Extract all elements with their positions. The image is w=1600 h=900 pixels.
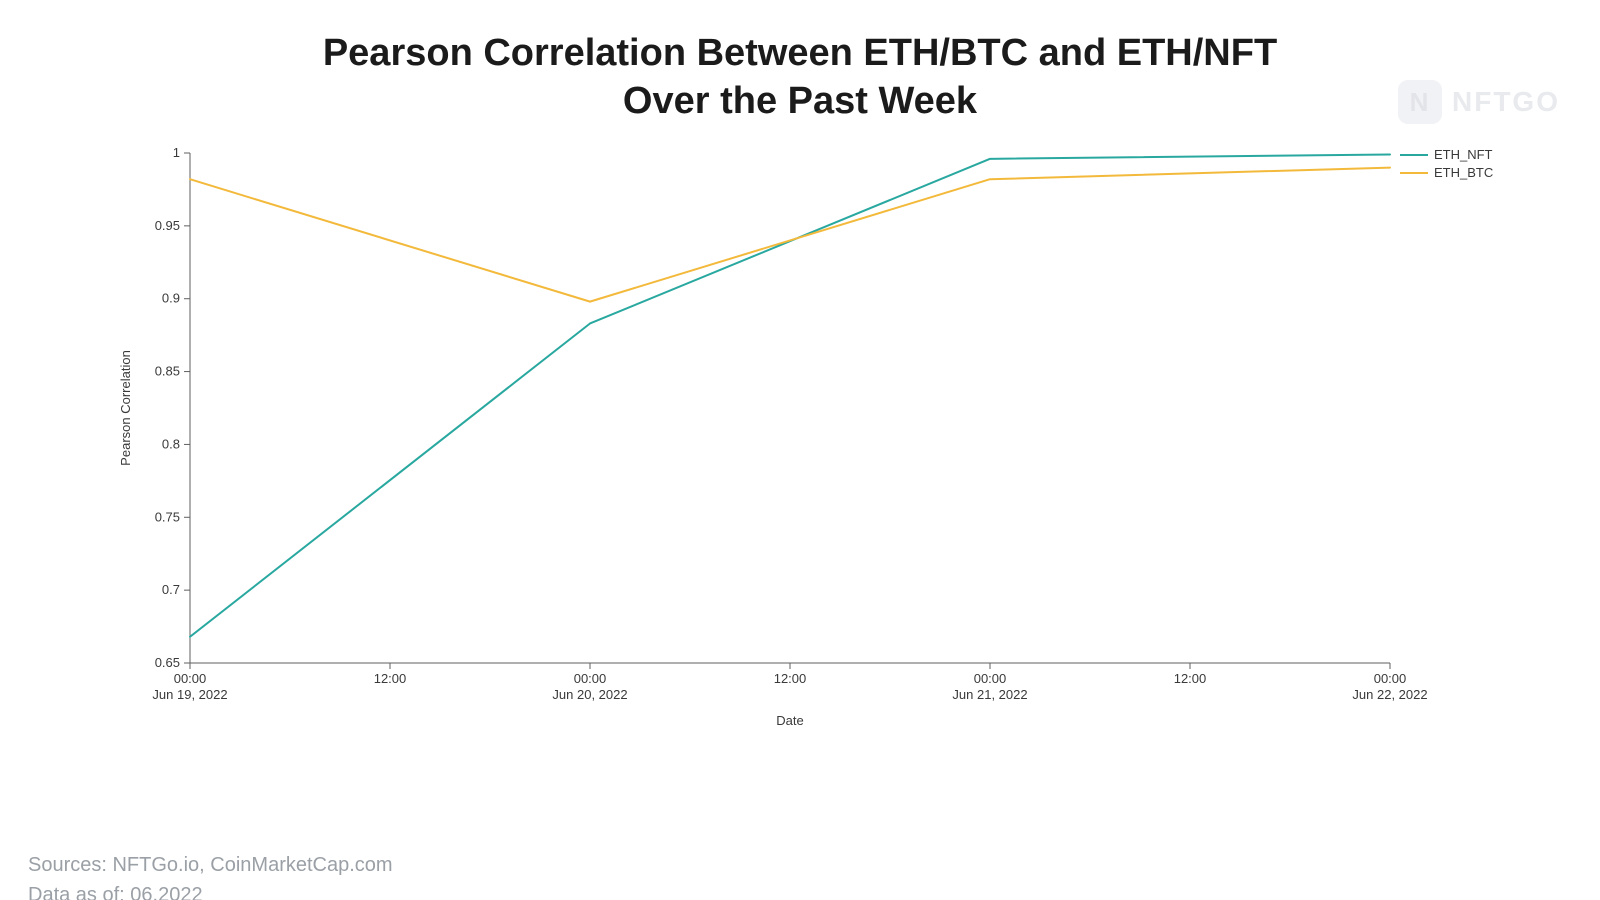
svg-text:ETH_BTC: ETH_BTC: [1434, 165, 1493, 180]
svg-text:Pearson Correlation: Pearson Correlation: [118, 350, 133, 466]
svg-text:ETH_NFT: ETH_NFT: [1434, 147, 1493, 162]
svg-text:00:00: 00:00: [574, 671, 607, 686]
correlation-line-chart: 0.650.70.750.80.850.90.95100:00Jun 19, 2…: [90, 143, 1510, 743]
chart-area: 0.650.70.750.80.850.90.95100:00Jun 19, 2…: [90, 143, 1510, 743]
svg-text:0.65: 0.65: [155, 655, 180, 670]
nftgo-logo-icon: N: [1398, 80, 1442, 124]
svg-text:0.7: 0.7: [162, 582, 180, 597]
svg-text:00:00: 00:00: [174, 671, 207, 686]
svg-text:Jun 22, 2022: Jun 22, 2022: [1352, 687, 1427, 702]
svg-text:Jun 20, 2022: Jun 20, 2022: [552, 687, 627, 702]
footer-data-as-of: Data as of: 06.2022: [28, 880, 393, 900]
watermark-glyph: N: [1410, 87, 1431, 118]
svg-text:Jun 21, 2022: Jun 21, 2022: [952, 687, 1027, 702]
svg-text:Date: Date: [776, 713, 803, 728]
watermark: N NFTGO: [1398, 80, 1560, 124]
title-line-1: Pearson Correlation Between ETH/BTC and …: [0, 30, 1600, 78]
svg-text:12:00: 12:00: [374, 671, 407, 686]
footer: Sources: NFTGo.io, CoinMarketCap.com Dat…: [28, 850, 393, 900]
footer-sources: Sources: NFTGo.io, CoinMarketCap.com: [28, 850, 393, 880]
chart-title: Pearson Correlation Between ETH/BTC and …: [0, 30, 1600, 125]
svg-text:1: 1: [173, 145, 180, 160]
svg-text:00:00: 00:00: [974, 671, 1007, 686]
svg-text:0.9: 0.9: [162, 291, 180, 306]
title-line-2: Over the Past Week: [0, 78, 1600, 126]
page: N NFTGO Pearson Correlation Between ETH/…: [0, 30, 1600, 900]
svg-text:00:00: 00:00: [1374, 671, 1407, 686]
svg-text:0.85: 0.85: [155, 364, 180, 379]
svg-text:0.8: 0.8: [162, 436, 180, 451]
watermark-text: NFTGO: [1452, 86, 1560, 118]
svg-text:12:00: 12:00: [1174, 671, 1207, 686]
svg-text:0.95: 0.95: [155, 218, 180, 233]
svg-text:12:00: 12:00: [774, 671, 807, 686]
svg-text:Jun 19, 2022: Jun 19, 2022: [152, 687, 227, 702]
svg-text:0.75: 0.75: [155, 509, 180, 524]
